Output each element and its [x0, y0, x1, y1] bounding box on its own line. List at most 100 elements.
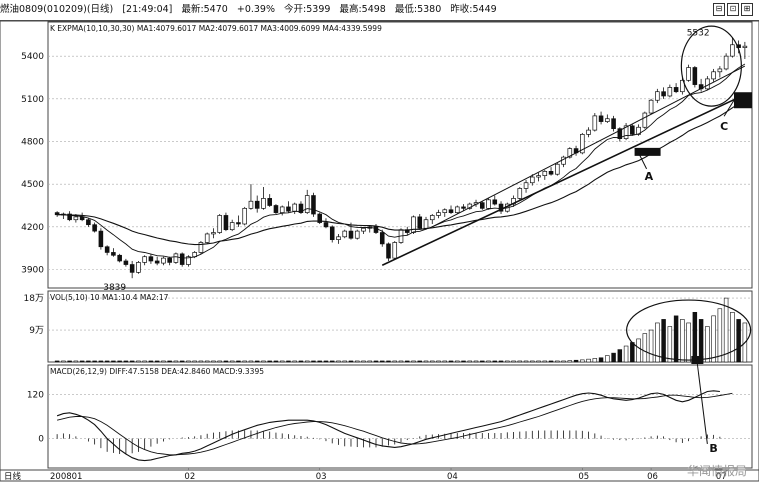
volume-bar [329, 360, 335, 363]
volume-bar [248, 360, 254, 363]
candle-body [492, 199, 498, 205]
volume-bar [580, 359, 585, 363]
volume-bar [467, 360, 473, 363]
volume-bar [661, 319, 666, 363]
volume-bar [398, 360, 404, 363]
volume-bar [142, 360, 147, 363]
candle-body [292, 203, 297, 212]
volume-bar [217, 360, 222, 363]
maximize-button[interactable]: ⊞ [741, 3, 753, 16]
volume-bar [605, 355, 610, 363]
volume-bar [79, 360, 85, 363]
volume-bar [630, 342, 635, 363]
x-tick-label: 05 [578, 472, 589, 482]
x-tick-label: 04 [447, 472, 458, 482]
candle-body [267, 198, 272, 206]
volume-bar [286, 360, 291, 363]
candle-body [298, 203, 304, 213]
price-tick-label: 3900 [21, 266, 44, 276]
candle-body [148, 256, 154, 262]
trough-price-label: 3839 [103, 283, 126, 293]
volume-bar [279, 360, 285, 363]
volume-bar [373, 360, 379, 363]
x-tick-label: 200801 [50, 472, 82, 482]
candle-body [623, 125, 629, 139]
volume-bar [717, 308, 723, 363]
marker-a-label: A [645, 170, 654, 183]
volume-indicator-label: VOL(5,10) 10 MA1:10.4 MA2:17 [50, 293, 169, 302]
candle-body [211, 232, 216, 235]
volume-bar [267, 360, 272, 363]
price-indicator-label: K EXPMA(10,10,30,30) MA1:4079.6017 MA2:4… [50, 24, 382, 33]
volume-bar [86, 360, 91, 363]
title-prev-close: 昨收:5449 [450, 4, 497, 15]
marker-c-label: C [720, 120, 728, 133]
volume-bar [179, 360, 185, 363]
volume-bar [473, 360, 479, 363]
volume-bar [242, 360, 247, 363]
volume-bar [229, 360, 235, 363]
candle-body [705, 78, 710, 90]
volume-bar [486, 360, 491, 363]
candle-body [379, 232, 385, 245]
volume-bar [198, 360, 204, 363]
volume-bar [73, 360, 79, 363]
volume-bar [154, 360, 160, 363]
candle-body [692, 67, 698, 85]
trendline-lower [381, 93, 746, 266]
candle-body [236, 222, 241, 225]
candle-body [317, 213, 323, 223]
candle-body [117, 254, 122, 262]
watermark-text: 华闻情报局 [686, 464, 747, 478]
candle-body [123, 260, 129, 265]
volume-bar [136, 360, 141, 363]
candle-body [548, 171, 554, 175]
volume-bar [336, 360, 341, 363]
volume-bar [511, 360, 516, 363]
candle-body [354, 230, 360, 239]
volume-bar [129, 360, 135, 363]
candle-body [229, 222, 235, 231]
candle-body [436, 212, 441, 216]
marker-a-pointer [638, 152, 648, 170]
volume-bar [555, 360, 560, 363]
candle-body [261, 198, 266, 209]
window-buttons: ⊟ ⊡ ⊞ [713, 3, 753, 16]
candle-body [417, 216, 423, 229]
volume-bar [536, 360, 541, 363]
marker-c-block [734, 92, 752, 109]
volume-bar [498, 360, 504, 363]
macd-indicator-label: MACD(26,12,9) DIFF:47.5158 DEA:42.8460 M… [50, 367, 264, 376]
candle-body [86, 219, 91, 226]
volume-bar [430, 360, 435, 363]
volume-bar [542, 360, 548, 363]
outer-frame [0, 20, 759, 482]
volume-bar [380, 360, 385, 363]
candle-body [286, 206, 291, 212]
candle-body [536, 175, 541, 178]
candle-body [167, 257, 172, 263]
volume-bar [448, 360, 454, 363]
minimize-button[interactable]: ⊟ [713, 3, 725, 16]
volume-bar [548, 360, 554, 363]
volume-bar [642, 333, 648, 363]
candle-body [136, 262, 141, 273]
candle-body [673, 87, 679, 93]
candle-body [523, 182, 529, 189]
volume-bar [317, 360, 322, 363]
candle-body [217, 215, 222, 233]
candle-body [442, 209, 448, 213]
title-high: 最高:5498 [339, 4, 386, 15]
candle-body [580, 134, 585, 154]
volume-bar [455, 360, 460, 363]
volume-bar [492, 360, 498, 363]
volume-bar [223, 360, 229, 363]
candle-body [386, 243, 391, 259]
macd-tick-label: 0 [38, 435, 44, 445]
restore-button[interactable]: ⊡ [727, 3, 739, 16]
volume-bar [367, 360, 372, 363]
title-time: [21:49:04] [122, 4, 173, 15]
candle-body [667, 87, 673, 97]
candle-body [104, 246, 110, 253]
volume-bar [98, 360, 104, 363]
